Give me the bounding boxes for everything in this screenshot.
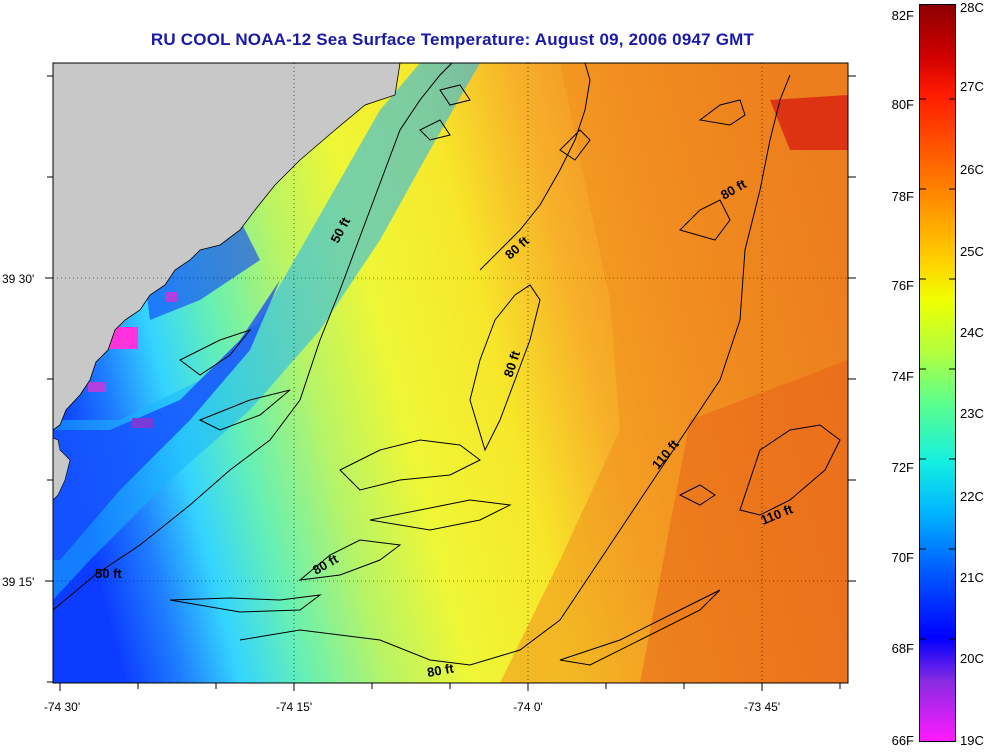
scale-c-label: 19C xyxy=(960,733,984,748)
scale-c-label: 24C xyxy=(960,325,984,340)
scale-c-label: 26C xyxy=(960,162,984,177)
x-label-4: -73 45' xyxy=(744,700,780,714)
scale-f-label: 82F xyxy=(891,8,914,23)
contour-label: 50 ft xyxy=(95,566,122,581)
y-label-1: 39 30' xyxy=(2,272,34,286)
scale-c-label: 22C xyxy=(960,489,984,504)
scale-c-label: 21C xyxy=(960,570,984,585)
axis-ticks xyxy=(45,75,856,691)
graticule xyxy=(53,63,848,683)
land xyxy=(52,62,401,431)
contour-label: 80 ft xyxy=(426,660,456,680)
bathymetry-contours xyxy=(52,62,841,666)
color-scale-bar xyxy=(919,4,956,742)
scale-f-label: 76F xyxy=(891,278,914,293)
scale-f-label: 72F xyxy=(891,460,914,475)
scale-f-label: 80F xyxy=(891,97,914,112)
scale-c-label: 20C xyxy=(960,651,984,666)
scale-f-label: 78F xyxy=(891,189,914,204)
scale-c-label: 25C xyxy=(960,244,984,259)
y-label-2: 39 15' xyxy=(2,575,34,589)
scale-f-label: 66F xyxy=(891,733,914,748)
x-label-1: -74 30' xyxy=(44,700,80,714)
scale-c-label: 23C xyxy=(960,406,984,421)
x-label-3: -74 0' xyxy=(513,700,543,714)
scale-f-label: 68F xyxy=(891,641,914,656)
scale-f-label: 74F xyxy=(891,369,914,384)
map-title: RU COOL NOAA-12 Sea Surface Temperature:… xyxy=(150,30,755,49)
x-label-2: -74 15' xyxy=(276,700,312,714)
scale-c-label: 28C xyxy=(960,0,984,15)
scale-f-label: 70F xyxy=(891,550,914,565)
scale-c-label: 27C xyxy=(960,79,984,94)
sst-field xyxy=(53,63,848,683)
